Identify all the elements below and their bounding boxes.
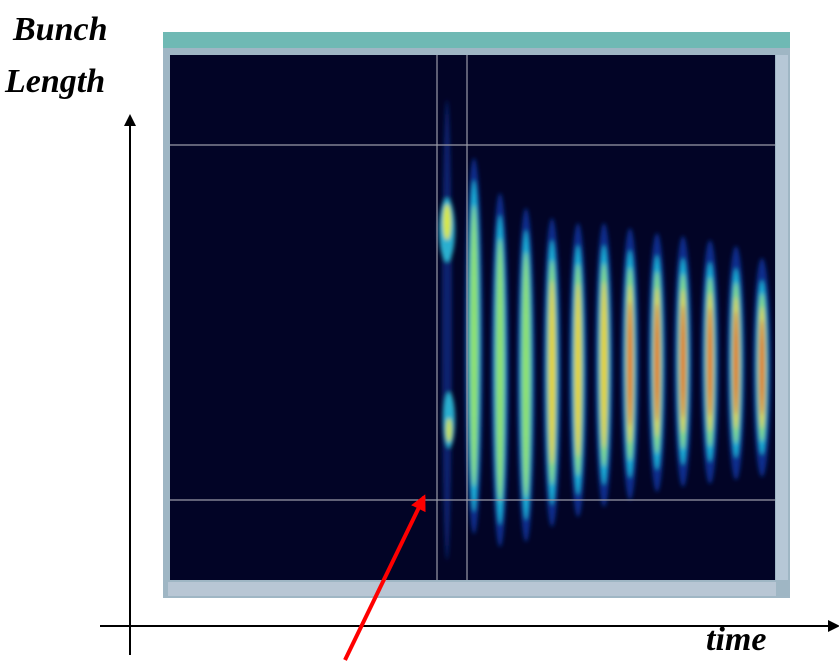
streak: [470, 204, 478, 488]
streak: [443, 204, 451, 240]
y-axis-label: Length: [4, 63, 105, 100]
streak: [601, 281, 607, 449]
streak: [734, 310, 738, 416]
streak: [522, 251, 530, 499]
streak: [575, 282, 581, 458]
streak: [681, 304, 685, 419]
crosshair: [170, 55, 775, 580]
streak: [655, 303, 659, 422]
streak: [760, 319, 764, 416]
y-axis-label: Bunch: [12, 11, 108, 48]
streak: [442, 100, 452, 560]
streak: [708, 307, 712, 417]
streak: [496, 238, 504, 502]
x-axis-label: time: [706, 621, 766, 658]
window-title-bar: [163, 32, 790, 48]
streak: [446, 418, 452, 442]
streak: [549, 279, 555, 466]
streak-traces: [439, 100, 771, 560]
scrollbar[interactable]: [776, 55, 788, 580]
bottom-bar: [168, 582, 776, 596]
red-arrow: [343, 494, 426, 661]
streak: [628, 301, 632, 427]
